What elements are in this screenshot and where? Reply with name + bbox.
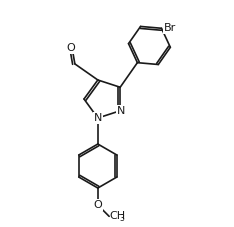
- Text: O: O: [67, 43, 76, 53]
- Text: CH: CH: [109, 211, 125, 221]
- Text: 3: 3: [119, 214, 124, 223]
- Text: N: N: [117, 106, 125, 116]
- Text: N: N: [94, 113, 102, 123]
- Text: Br: Br: [164, 23, 176, 33]
- Text: O: O: [93, 200, 102, 210]
